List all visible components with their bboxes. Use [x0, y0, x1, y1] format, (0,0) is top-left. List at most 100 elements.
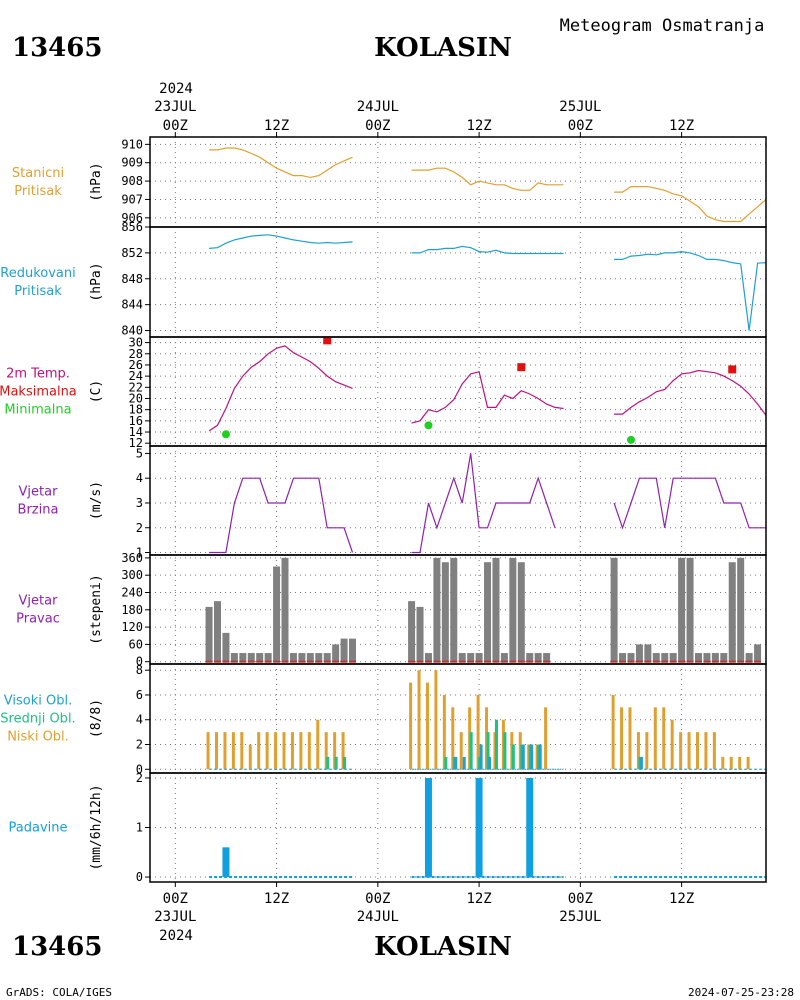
wind-direction-base — [458, 660, 466, 663]
y-axis-label: (C) — [89, 380, 104, 403]
cloud-high-bar — [530, 744, 534, 770]
wind-direction-base — [332, 660, 340, 663]
time-tick-label: 12Z — [669, 118, 694, 134]
panel-label: Vjetar — [19, 594, 59, 609]
y-tick-label: 16 — [129, 414, 143, 428]
panel-label: Minimalna — [4, 403, 71, 418]
station-id-bottom: 13465 — [12, 932, 102, 962]
y-tick-label: 30 — [129, 336, 143, 350]
wind-direction-bar — [323, 653, 331, 662]
cloud-low-bar — [662, 707, 666, 770]
y-tick-label: 12 — [129, 436, 143, 450]
wind-direction-base — [526, 660, 534, 663]
cloud-low-bar — [434, 670, 438, 770]
wind-direction-bar — [264, 653, 272, 662]
y-tick-label: 910 — [121, 137, 143, 151]
cloud-mid-bar — [343, 756, 347, 770]
cloud-low-bar — [628, 707, 632, 770]
cloud-high-bar — [538, 744, 542, 770]
wind-direction-base — [543, 660, 551, 663]
panel-label: Visoki Obl. — [4, 694, 72, 709]
cloud-low-bar — [611, 694, 615, 770]
cloud-mid-bar — [494, 719, 498, 770]
temp-min-marker — [424, 421, 433, 430]
wind-direction-bar — [543, 653, 551, 662]
reduced-pressure-line-segment — [411, 245, 564, 255]
y-tick-label: 14 — [129, 425, 143, 439]
y-tick-label: 20 — [129, 391, 143, 405]
wind-direction-bar — [273, 566, 281, 662]
cloud-low-bar — [409, 682, 413, 770]
y-tick-label: 4 — [136, 471, 143, 485]
y-axis-label: (hPa) — [89, 162, 104, 201]
temp-max-marker — [728, 365, 737, 374]
cloud-low-bar — [645, 732, 649, 770]
y-tick-label: 0 — [136, 655, 143, 669]
cloud-low-bar — [307, 732, 311, 770]
y-tick-label: 60 — [129, 637, 143, 651]
cloud-low-bar — [257, 732, 261, 770]
wind-direction-bar — [627, 653, 635, 662]
wind-direction-bar — [534, 653, 542, 662]
wind-direction-bar — [306, 653, 314, 662]
panel-label: Brzina — [18, 503, 59, 518]
time-tick-label: 00Z — [568, 891, 593, 907]
date-label: 25JUL — [559, 99, 601, 115]
wind-direction-bar — [720, 653, 728, 662]
wind-direction-bar — [247, 653, 255, 662]
wind-direction-bar — [239, 653, 247, 662]
cloud-high-bar — [479, 744, 483, 770]
wind-direction-base — [230, 660, 238, 663]
wind-direction-bar — [703, 653, 711, 662]
wind-direction-bar — [492, 557, 500, 662]
wind-direction-base — [247, 660, 255, 663]
wind-direction-base — [475, 660, 483, 663]
time-tick-label: 12Z — [669, 891, 694, 907]
wind-direction-bar — [619, 653, 627, 662]
wind-direction-base — [500, 660, 508, 663]
y-tick-label: 6 — [136, 688, 143, 702]
cloud-low-bar — [544, 707, 548, 770]
cloud-mid-bar — [511, 744, 515, 770]
time-axis-top: 00Z 23JUL 12Z 00Z 24JUL 12Z 00Z 25JUL 12Z — [154, 99, 694, 137]
panel-label: Pritisak — [14, 184, 62, 199]
y-tick-label: 1 — [136, 821, 143, 835]
cloud-mid-bar — [326, 756, 330, 770]
wind-speed-line-segment — [613, 477, 766, 530]
cloud-high-bar — [639, 756, 643, 770]
wind-direction-base — [214, 660, 222, 663]
time-tick-label: 12Z — [466, 118, 491, 134]
generated-timestamp: 2024-07-25-23:28 — [688, 986, 794, 999]
y-tick-label: 907 — [121, 192, 143, 206]
wind-direction-base — [281, 660, 289, 663]
cloud-low-bar — [215, 732, 219, 770]
cloud-high-bar — [521, 744, 525, 770]
wind-direction-bar — [315, 653, 323, 662]
cloud-low-bar — [738, 756, 742, 770]
time-tick-label: 12Z — [264, 891, 289, 907]
wind-direction-bar — [349, 638, 357, 662]
bottom-year: 2024 — [159, 928, 193, 944]
cloud-low-bar — [704, 732, 708, 770]
wind-direction-base — [509, 660, 517, 663]
station-name-top: KOLASIN — [374, 33, 512, 63]
y-tick-label: 28 — [129, 347, 143, 361]
wind-direction-bar — [214, 601, 222, 662]
wind-direction-base — [619, 660, 627, 663]
y-tick-label: 908 — [121, 174, 143, 188]
wind-direction-base — [728, 660, 736, 663]
y-tick-label: 24 — [129, 369, 143, 383]
time-tick-label: 12Z — [264, 118, 289, 134]
time-tick-label: 00Z — [163, 118, 188, 134]
wind-direction-bar — [433, 557, 441, 662]
wind-direction-base — [239, 660, 247, 663]
wind-direction-base — [652, 660, 660, 663]
wind-direction-base — [610, 660, 618, 663]
panel-label: Niski Obl. — [7, 730, 69, 745]
cloud-low-bar — [729, 756, 733, 770]
y-tick-label: 180 — [121, 603, 143, 617]
wind-direction-bar — [332, 644, 340, 662]
cloud-low-bar — [274, 732, 278, 770]
date-label: 23JUL — [154, 99, 196, 115]
